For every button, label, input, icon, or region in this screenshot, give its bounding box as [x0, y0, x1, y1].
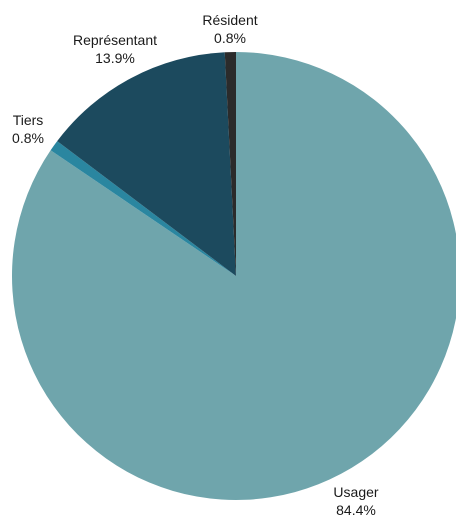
slice-value-label: 13.9%: [95, 50, 135, 66]
slice-label-résident: Résident 0.8%: [202, 12, 257, 46]
slice-value-label: 0.8%: [12, 130, 44, 146]
slice-value-label: 0.8%: [214, 30, 246, 46]
pie-slices: [12, 51, 456, 500]
slice-category-label: Résident: [202, 12, 257, 28]
pie-labels: Usager 84.4% Tiers 0.8% Représentant 13.9% Rés…: [12, 12, 379, 518]
slice-label-usager: Usager 84.4%: [333, 484, 378, 518]
slice-label-tiers: Tiers 0.8%: [12, 112, 44, 146]
slice-category-label: Représentant: [73, 32, 157, 48]
pie-slice-usager: [12, 52, 456, 500]
slice-category-label: Usager: [333, 484, 378, 500]
slice-category-label: Tiers: [13, 112, 44, 128]
pie-slice-représentant: [57, 52, 236, 276]
pie-slice-résident: [224, 51, 236, 277]
slice-label-représentant: Représentant 13.9%: [73, 32, 157, 66]
pie-slice-tiers: [50, 141, 236, 276]
slice-value-label: 84.4%: [336, 502, 376, 518]
